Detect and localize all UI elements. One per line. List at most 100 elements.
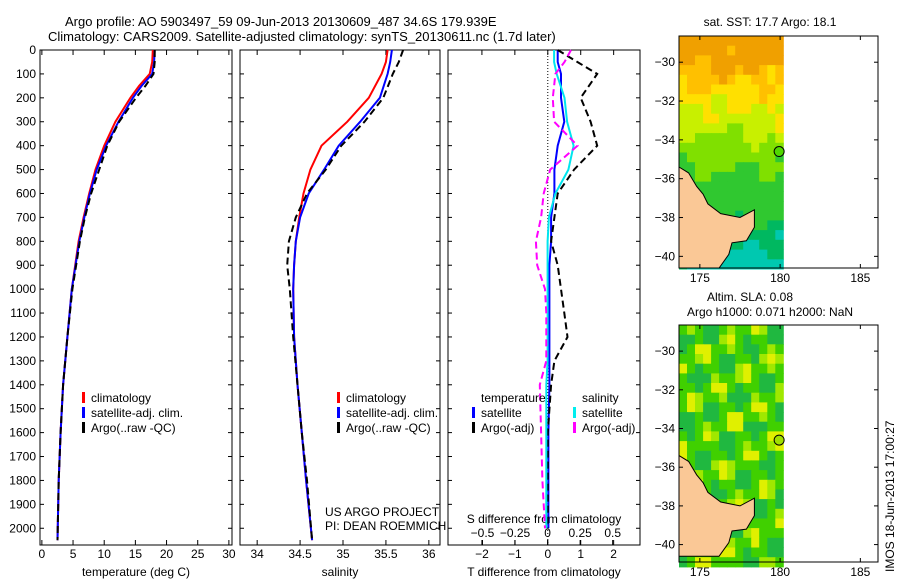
map-cell [775,470,784,481]
x-tick-label: −2 [475,547,489,561]
map-cell [735,537,744,548]
map-cell [767,74,776,85]
map-cell [735,421,744,432]
x-tick-label: 2 [610,547,617,561]
map-cell [679,441,688,452]
map-cell [743,142,752,153]
map-cell [767,133,776,144]
map-cell [687,363,696,374]
map-cell [695,334,704,345]
map-cell [711,152,720,163]
map-cell [727,65,736,76]
map-cell [767,334,776,345]
map-cell [751,142,760,153]
s-tick-label: 0.25 [568,526,592,540]
x-tick-label: 20 [160,547,174,561]
map-cell [775,113,784,124]
map-cell [711,171,720,183]
y-tick-label: 1900 [9,497,36,511]
map-cell [695,74,704,85]
map-cell [759,230,768,241]
map-cell [727,354,736,365]
y-tick-label: 1500 [9,402,36,416]
map-cell [679,421,688,432]
map-cell [743,412,752,423]
map-cell [703,55,712,66]
map-cell [735,181,744,192]
map-cell [703,162,712,173]
map-cell [735,325,744,336]
map-cell [751,94,760,105]
map-cell [775,133,784,144]
map-cell [687,431,696,442]
y-tick-label: 1300 [9,354,36,368]
map-cell [775,152,784,163]
map-cell [711,450,720,461]
salinity-series-argo-raw-qc- [286,49,405,541]
map-cell [775,402,784,413]
map-cell [687,55,696,66]
map-cell [719,402,728,413]
legend-label: Argo(-adj) [481,421,535,435]
map-cell [767,259,776,270]
map-cell [727,142,736,153]
map-cell [727,133,736,144]
pi-credit: PI: DEAN ROEMMICH [325,519,447,533]
map-cell [711,74,720,85]
map-cell [727,363,736,374]
legend-item: satellite-adj. clim. [82,406,183,421]
map-cell [679,431,688,442]
map-cell [743,431,752,442]
lon-tick-label: 175 [690,271,710,285]
map-cell [679,142,688,153]
map-cell [727,201,736,212]
map-cell [759,402,768,413]
map-cell [687,412,696,423]
map-cell [719,113,728,124]
map-cell [719,84,728,95]
map-cell [735,402,744,413]
map-cell [751,133,760,144]
map-cell [775,230,784,241]
x-tick-label: −1 [508,547,522,561]
map-cell [751,354,760,365]
lat-tick-label: −36 [655,172,676,186]
map-cell [687,94,696,105]
map-cell [775,210,784,221]
map-cell [727,181,736,192]
map-cell [711,421,720,432]
map-cell [719,460,728,471]
map-cell [775,499,784,510]
legend-heading: temperature [481,391,546,405]
map-cell [711,441,720,452]
map-cell [679,45,688,56]
map-cell [711,36,720,47]
map-cell [751,421,760,432]
map-cell [695,421,704,432]
map-cell [751,249,760,260]
lon-tick-label: 185 [850,271,870,285]
map-cell [711,103,720,115]
sla-map-axes [678,324,879,563]
map-cell [751,363,760,374]
map-cell [743,239,752,250]
map-cell [759,220,768,231]
map-cell [727,113,736,124]
map-cell [703,325,712,336]
y-tick-label: 300 [16,115,36,129]
map-cell [735,431,744,442]
legend-item: Argo(-adj) [472,421,546,436]
legend-item: Argo(-adj) [573,421,635,436]
map-cell [687,383,696,394]
map-cell [775,36,784,47]
map-cell [743,450,752,461]
map-cell [703,354,712,365]
map-cell [719,431,728,442]
map-cell [703,191,712,202]
x-tick-label: 0 [544,547,551,561]
map-cell [735,460,744,471]
map-cell [719,441,728,452]
map-cell [711,383,720,394]
legend-marker [337,422,340,433]
map-cell [767,499,776,510]
